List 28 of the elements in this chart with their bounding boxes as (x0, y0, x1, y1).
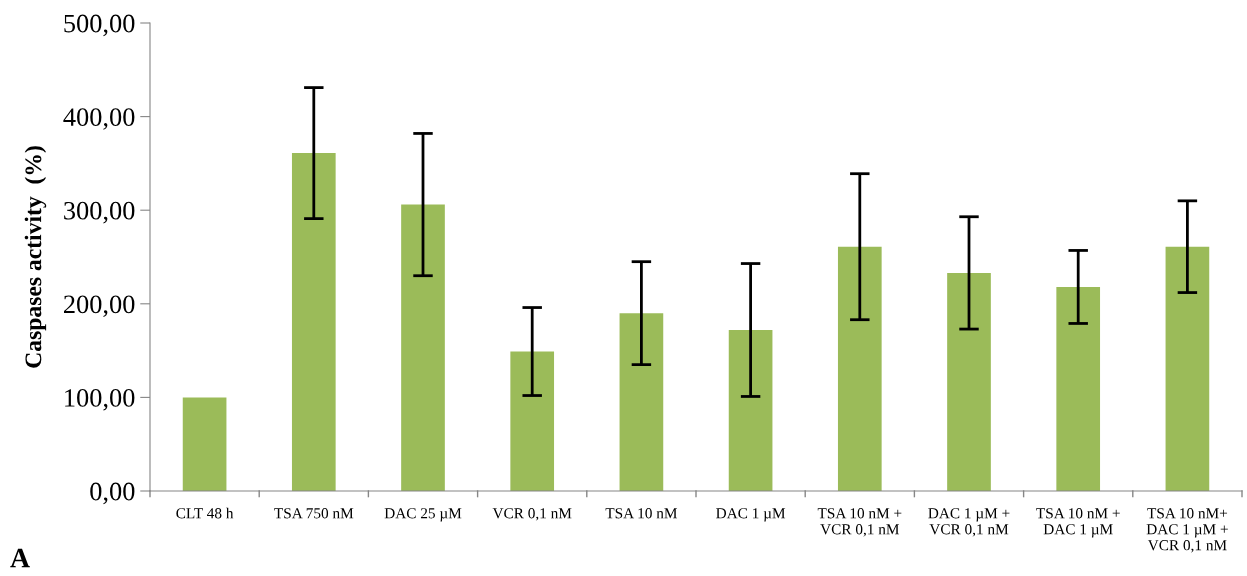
x-tick-label: TSA 10 nM (605, 508, 678, 519)
text: A (10, 548, 30, 568)
x-tick-label: TSA 750 nM (274, 508, 354, 519)
x-tick-label: DAC 25 µM (384, 508, 462, 522)
y-tick-label: 200,00 (64, 295, 135, 318)
bar (401, 204, 445, 491)
x-tick-label: TSA 10 nM + VCR 0,1 nM (817, 508, 902, 537)
bar (291, 153, 336, 491)
x-tick-label: DAC 1 µM + VCR 0,1 nM (928, 508, 1010, 537)
bar (182, 397, 227, 491)
bar (619, 313, 664, 491)
x-tick-label: TSA 10 nM + DAC 1 µM (1036, 508, 1120, 538)
y-tick-label: 400,00 (63, 108, 135, 130)
y-tick-label: 500,00 (64, 14, 135, 37)
y-tick-label: 0,00 (90, 482, 135, 505)
x-tick-label: TSA 10 nM+ DAC 1 µM + VCR 0,1 nM (1146, 508, 1228, 553)
bar (947, 272, 991, 491)
x-tick-label: DAC 1 µM (716, 508, 786, 522)
x-tick-label: VCR 0,1 nM (492, 508, 572, 521)
y-axis-title: Caspases activity (%) (24, 146, 47, 368)
bar (1056, 286, 1101, 491)
bar (837, 246, 882, 491)
y-tick-label: 100,00 (65, 389, 135, 411)
x-tick-label: CLT 48 h (176, 507, 234, 519)
bar (728, 330, 773, 491)
bar (1165, 246, 1210, 491)
y-tick-label: 300,00 (64, 201, 135, 224)
bar (510, 351, 555, 491)
